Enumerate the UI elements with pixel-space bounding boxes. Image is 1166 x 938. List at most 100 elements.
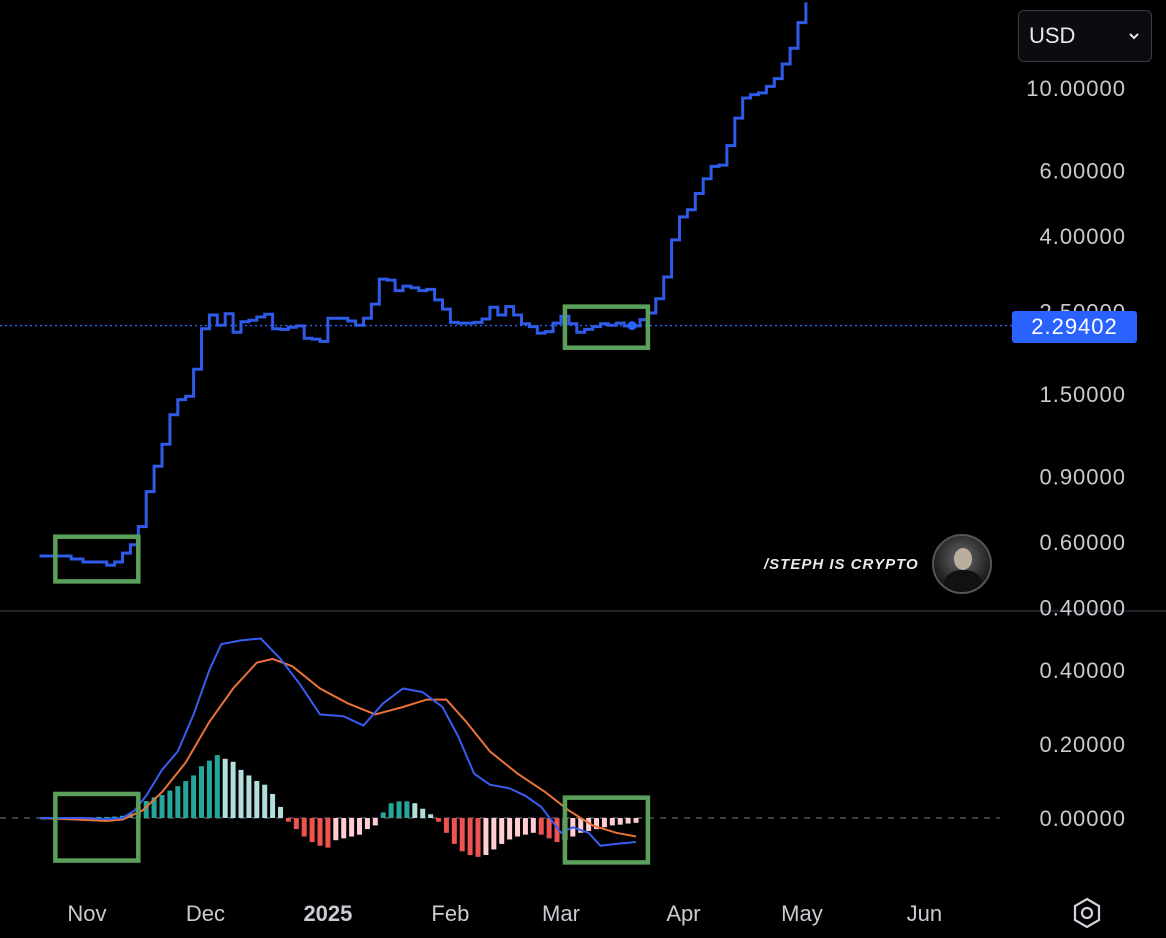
histogram-bar — [491, 818, 497, 850]
last-price-dot — [627, 321, 637, 331]
histogram-bar — [388, 803, 394, 818]
histogram-bar — [507, 818, 513, 840]
macd-indicator-pane — [0, 637, 1000, 865]
histogram-bar — [475, 818, 481, 857]
settings-icon[interactable] — [1070, 896, 1104, 930]
histogram-bar — [554, 818, 560, 843]
histogram-bar — [254, 781, 260, 818]
histogram-bar — [404, 801, 410, 818]
histogram-bar — [586, 818, 592, 831]
highlight-box — [53, 791, 141, 863]
time-axis-label: Feb — [431, 901, 469, 926]
macd-axis-label: 0.20000 — [1039, 732, 1126, 757]
histogram-bar — [317, 818, 323, 846]
highlight-box — [562, 795, 651, 865]
histogram-bar — [214, 755, 220, 818]
histogram-bar — [151, 797, 157, 818]
signal-line — [39, 657, 637, 838]
axes: 10.000006.000004.000002.500001.500000.90… — [0, 76, 1166, 926]
histogram-bar — [191, 775, 197, 818]
histogram-bar — [349, 818, 355, 837]
histogram-bar — [167, 790, 173, 818]
watermark-text: /STEPH IS CRYPTO — [764, 556, 919, 573]
histogram-bar — [633, 818, 639, 823]
histogram-bar — [238, 769, 244, 818]
histogram-bar — [230, 761, 236, 818]
histogram-bar — [538, 818, 544, 835]
time-axis-label: Nov — [67, 901, 106, 926]
time-axis-label: Dec — [186, 901, 225, 926]
histogram-bar — [601, 818, 607, 828]
histogram-bar — [467, 818, 473, 855]
price-axis-label: 4.00000 — [1039, 224, 1126, 249]
time-axis-label: Apr — [666, 901, 700, 926]
histogram-bar — [443, 818, 449, 833]
highlight-box — [562, 304, 651, 350]
histogram-bar — [175, 786, 181, 818]
histogram-bar — [206, 760, 212, 818]
avatar — [932, 534, 992, 594]
currency-value: USD — [1029, 23, 1076, 48]
currency-select[interactable]: USD — [1018, 10, 1152, 62]
histogram-bar — [309, 818, 315, 843]
histogram-bar — [270, 793, 276, 818]
histogram-bar — [428, 814, 434, 818]
histogram-bar — [451, 818, 457, 844]
histogram-bar — [617, 818, 623, 825]
histogram-bar — [112, 816, 118, 819]
time-axis-label: May — [781, 901, 823, 926]
histogram-bar — [594, 818, 600, 830]
histogram-bar — [293, 818, 299, 830]
histogram-bar — [499, 818, 505, 844]
histogram-bar — [483, 818, 489, 855]
histogram-bar — [222, 758, 228, 818]
histogram-bar — [530, 818, 536, 833]
histogram-bar — [262, 784, 268, 818]
time-axis-label: 2025 — [303, 901, 352, 926]
histogram-bar — [325, 818, 331, 848]
histogram-bar — [301, 818, 307, 837]
histogram-bar — [333, 818, 339, 841]
time-axis-label: Jun — [907, 901, 942, 926]
histogram-bar — [396, 801, 402, 818]
time-axis-label: Mar — [542, 901, 580, 926]
highlight-box — [53, 534, 141, 584]
histogram-bar — [412, 803, 418, 818]
histogram-bar — [546, 818, 552, 839]
histogram-bar — [625, 818, 631, 824]
histogram-bar — [380, 812, 386, 818]
price-pane — [0, 2, 1012, 584]
histogram-bar — [436, 818, 442, 822]
histogram-bar — [515, 818, 521, 837]
price-axis-label: 0.40000 — [1039, 595, 1126, 620]
price-axis-label: 0.90000 — [1039, 465, 1126, 490]
histogram-bar — [96, 816, 102, 819]
macd-axis-label: 0.00000 — [1039, 806, 1126, 831]
macd-line — [39, 637, 637, 847]
histogram-bar — [420, 808, 426, 818]
histogram-bar — [341, 818, 347, 839]
histogram-bar — [199, 766, 205, 818]
histogram-bar — [459, 818, 465, 852]
histogram-bar — [357, 818, 363, 835]
histogram-bar — [522, 818, 528, 835]
macd-axis-label: 0.40000 — [1039, 658, 1126, 683]
histogram-bar — [104, 816, 110, 819]
price-axis-label: 10.00000 — [1026, 76, 1126, 101]
histogram-bar — [578, 818, 584, 833]
histogram-bar — [246, 775, 252, 818]
histogram-bar — [609, 818, 615, 826]
histogram-bar — [183, 781, 189, 818]
histogram-bar — [285, 818, 291, 822]
histogram-bar — [372, 818, 378, 826]
histogram-bar — [143, 800, 149, 818]
histogram-bar — [159, 795, 165, 818]
price-axis-label: 1.50000 — [1039, 382, 1126, 407]
current-price-tag: 2.29402 — [1012, 311, 1137, 343]
histogram-bar — [364, 818, 370, 830]
price-line — [39, 2, 808, 567]
price-axis-label: 0.60000 — [1039, 530, 1126, 555]
histogram-bar — [278, 806, 284, 818]
chevron-down-icon — [1129, 33, 1139, 40]
